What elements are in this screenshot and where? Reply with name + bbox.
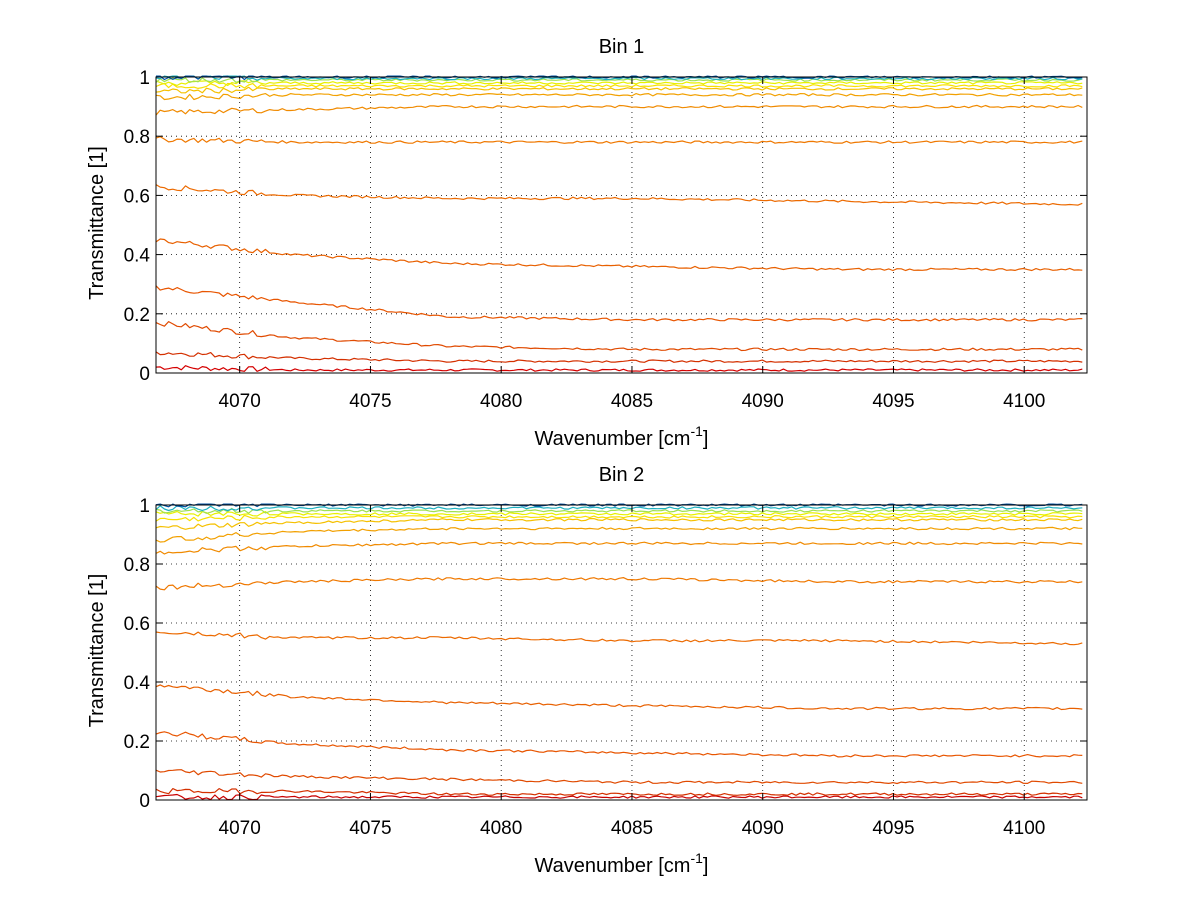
series-line-12 xyxy=(155,80,1083,87)
plot-frame xyxy=(155,76,1088,374)
y-tick-label: 0.2 xyxy=(124,732,150,753)
x-axis-label-sup: -1 xyxy=(690,850,703,866)
series-line-9 xyxy=(155,526,1083,543)
series-line-5 xyxy=(155,238,1083,272)
chart-panel-2: Bin 2 4070 4075 4080 4085 4090 4095 4100 0 0.2 0.4… xyxy=(86,464,1088,877)
x-axis-label: Wavenumber [cm-1] xyxy=(535,850,709,877)
series-line-5 xyxy=(155,684,1083,711)
y-axis-label: Transmittance [1] xyxy=(86,146,108,300)
series-line-13 xyxy=(155,77,1083,84)
y-tick-label: 0.6 xyxy=(124,186,150,207)
x-tick-label: 4100 xyxy=(1003,391,1045,412)
series-line-11 xyxy=(155,82,1083,90)
x-tick-label: 4085 xyxy=(611,818,653,839)
x-tick-label: 4090 xyxy=(742,818,784,839)
series-line-11 xyxy=(155,514,1083,522)
y-tick-label: 0.4 xyxy=(124,246,151,267)
y-tick-label: 0.8 xyxy=(124,555,150,576)
series-line-8 xyxy=(155,541,1083,555)
series-line-6 xyxy=(155,184,1083,206)
chart-title: Bin 2 xyxy=(599,464,645,486)
y-axis-label: Transmittance [1] xyxy=(86,574,108,728)
x-axis-label: Wavenumber [cm-1] xyxy=(535,423,709,450)
chart-panel-1: Bin 1 4070 4075 4080 4085 4090 4095 4100 0 0.2 0.4… xyxy=(86,36,1088,450)
y-tick-label: 0.8 xyxy=(124,127,150,148)
series-line-2 xyxy=(155,351,1083,363)
x-tick-label: 4085 xyxy=(611,391,653,412)
chart-title: Bin 1 xyxy=(599,36,645,58)
x-tick-label: 4070 xyxy=(219,818,261,839)
series-line-1 xyxy=(155,365,1083,372)
y-tick-label: 1 xyxy=(139,68,150,89)
y-tick-label: 0.4 xyxy=(124,673,151,694)
x-tick-label: 4075 xyxy=(349,391,391,412)
x-tick-label: 4080 xyxy=(480,818,522,839)
series-line-7 xyxy=(155,576,1083,591)
series-line-6 xyxy=(155,631,1083,646)
x-tick-label: 4080 xyxy=(480,391,522,412)
x-tick-label: 4095 xyxy=(872,818,914,839)
plot-frame xyxy=(155,504,1088,801)
series-line-14 xyxy=(155,75,1083,81)
x-tick-label: 4070 xyxy=(219,391,261,412)
x-tick-label: 4100 xyxy=(1003,818,1045,839)
series-line-14 xyxy=(155,505,1083,512)
series-line-13 xyxy=(155,507,1083,514)
x-axis-label-sup: -1 xyxy=(690,423,703,439)
y-tick-label: 0 xyxy=(139,791,150,812)
y-tick-label: 0.6 xyxy=(124,614,150,635)
series-line-3 xyxy=(155,769,1083,785)
series-line-12 xyxy=(155,510,1083,517)
series-line-4 xyxy=(155,285,1083,322)
y-tick-label: 0 xyxy=(139,364,150,385)
x-tick-label: 4075 xyxy=(349,818,391,839)
series-line-10 xyxy=(155,517,1083,530)
series-line-7 xyxy=(155,136,1083,144)
x-axis-label-text: Wavenumber [cm xyxy=(535,428,691,450)
series-line-3 xyxy=(155,321,1083,352)
series-line-8 xyxy=(155,104,1083,116)
x-axis-label-close: ] xyxy=(703,428,709,450)
x-tick-label: 4090 xyxy=(742,391,784,412)
series-line-4 xyxy=(155,731,1083,758)
x-axis-label-close: ] xyxy=(703,855,709,877)
x-tick-label: 4095 xyxy=(872,391,914,412)
x-axis-label-text: Wavenumber [cm xyxy=(535,855,691,877)
y-tick-label: 0.2 xyxy=(124,305,150,326)
y-tick-label: 1 xyxy=(139,496,150,517)
series-line-9 xyxy=(155,92,1083,101)
series-line-1 xyxy=(155,793,1083,801)
series-line-10 xyxy=(155,86,1083,94)
series-line-2 xyxy=(155,787,1083,796)
